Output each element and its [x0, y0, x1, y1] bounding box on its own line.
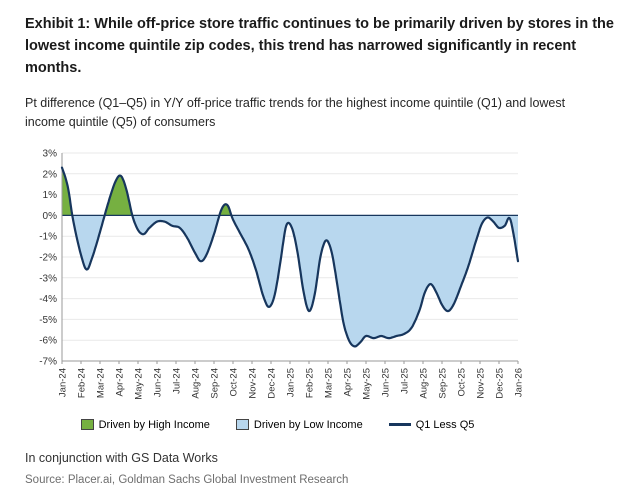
q1-less-q5-line — [60, 166, 520, 348]
svg-text:Dec-25: Dec-25 — [495, 368, 506, 399]
svg-text:May-24: May-24 — [134, 368, 145, 400]
svg-text:Dec-24: Dec-24 — [267, 368, 278, 399]
chart-legend: Driven by High Income Driven by Low Inco… — [25, 419, 530, 431]
svg-text:Apr-24: Apr-24 — [115, 368, 126, 397]
svg-text:Mar-25: Mar-25 — [324, 368, 335, 398]
svg-text:Jul-24: Jul-24 — [172, 368, 183, 394]
q1-less-q5-swatch — [388, 423, 411, 427]
legend-item-high-income: Driven by High Income — [80, 418, 210, 431]
svg-text:Nov-25: Nov-25 — [476, 368, 487, 399]
svg-text:Mar-24: Mar-24 — [96, 368, 107, 398]
svg-text:Sep-24: Sep-24 — [210, 368, 221, 399]
svg-text:May-25: May-25 — [362, 368, 373, 400]
svg-text:Nov-24: Nov-24 — [248, 368, 259, 399]
svg-text:Aug-24: Aug-24 — [191, 368, 202, 399]
legend-label-high-income: Driven by High Income — [98, 418, 210, 431]
svg-text:-1%: -1% — [39, 231, 57, 242]
svg-text:Jan-26: Jan-26 — [514, 368, 525, 397]
svg-text:Feb-24: Feb-24 — [77, 368, 88, 398]
svg-text:-3%: -3% — [39, 273, 57, 284]
svg-text:Oct-24: Oct-24 — [229, 368, 240, 397]
svg-text:Sep-25: Sep-25 — [438, 368, 449, 399]
svg-text:Jan-25: Jan-25 — [286, 368, 297, 397]
svg-text:Jun-24: Jun-24 — [153, 368, 164, 397]
svg-text:Feb-25: Feb-25 — [305, 368, 316, 398]
svg-text:Jan-24: Jan-24 — [58, 368, 69, 397]
svg-text:Jul-25: Jul-25 — [400, 368, 411, 394]
svg-text:1%: 1% — [43, 190, 58, 201]
area-driven-by-low-income — [62, 215, 518, 347]
svg-text:Oct-25: Oct-25 — [457, 368, 468, 397]
svg-text:0%: 0% — [43, 211, 58, 222]
chart-canvas: 3% 2% 1% 0% -1% -2% -3% -4% -5% -6% -7%Jan-24 Feb-2… — [39, 148, 525, 400]
svg-text:2%: 2% — [43, 169, 58, 180]
svg-text:-2%: -2% — [39, 252, 57, 263]
x-axis-labels: Jan-24 Feb-24 Mar-24 Apr-24 May-24 Jun-24 Jul-… — [58, 360, 525, 400]
chart: 3% 2% 1% 0% -1% -2% -3% -4% -5% -6% -7% Jan-24 Feb-2… — [25, 146, 530, 431]
footnote: In conjunction with GS Data Works — [25, 450, 218, 465]
legend-label-q1-less-q5: Q1 Less Q5 — [415, 418, 475, 431]
y-axis-labels: 3% 2% 1% 0% -1% -2% -3% -4% -5% -6% -7% — [39, 148, 57, 367]
exhibit-title: Exhibit 1: While off-price store traffic… — [25, 16, 614, 76]
svg-text:-5%: -5% — [39, 315, 57, 326]
svg-text:-7%: -7% — [39, 356, 57, 367]
svg-text:3%: 3% — [43, 148, 58, 159]
svg-text:Aug-25: Aug-25 — [419, 368, 430, 399]
svg-text:-4%: -4% — [39, 294, 57, 305]
svg-text:Apr-25: Apr-25 — [343, 368, 354, 397]
high-income-swatch — [80, 419, 94, 431]
area-driven-by-high-income — [62, 167, 518, 216]
legend-label-low-income: Driven by Low Income — [253, 418, 363, 431]
svg-text:-6%: -6% — [39, 335, 57, 346]
legend-item-q1-less-q5: Q1 Less Q5 — [388, 418, 475, 431]
low-income-swatch — [235, 419, 249, 431]
legend-item-low-income: Driven by Low Income — [235, 418, 363, 431]
source-line: Source: Placer.ai, Goldman Sachs Global … — [25, 473, 349, 486]
exhibit-subtitle: Pt difference (Q1–Q5) in Y/Y off-price t… — [25, 96, 566, 129]
svg-text:Jun-25: Jun-25 — [381, 368, 392, 397]
